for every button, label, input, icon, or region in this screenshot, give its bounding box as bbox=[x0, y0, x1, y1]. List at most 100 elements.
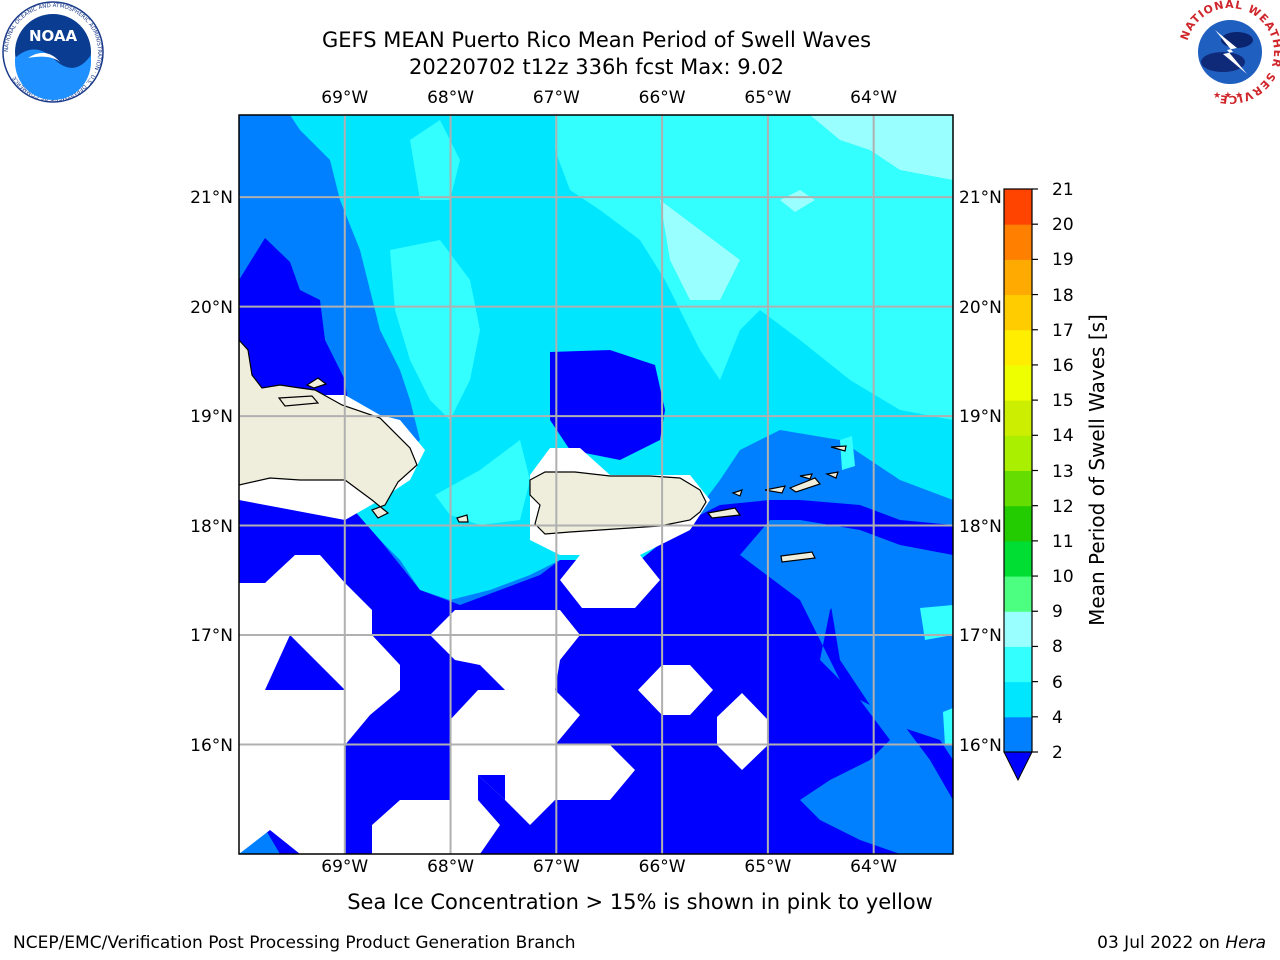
colorbar-segment bbox=[1004, 435, 1032, 471]
colorbar-segment bbox=[1004, 259, 1032, 296]
contour-6-8 bbox=[390, 240, 480, 420]
colorbar-tick-label: 21 bbox=[1052, 180, 1074, 200]
colorbar-segment bbox=[1004, 505, 1032, 542]
colorbar bbox=[1003, 188, 1038, 782]
colorbar-segment bbox=[1004, 611, 1032, 647]
colorbar-tick-label: 12 bbox=[1052, 496, 1074, 517]
colorbar-segment bbox=[1004, 646, 1032, 683]
map-frame bbox=[238, 114, 954, 855]
colorbar-tick-label: 14 bbox=[1052, 426, 1074, 447]
island bbox=[799, 473, 813, 480]
lat-label-right: 19°N bbox=[959, 407, 1002, 428]
noaa-logo-text: NOAA bbox=[29, 27, 78, 45]
island bbox=[830, 445, 847, 452]
colorbar-segment bbox=[1004, 576, 1032, 612]
contour-under-2 bbox=[550, 350, 665, 460]
colorbar-segment bbox=[1004, 224, 1032, 260]
island bbox=[780, 551, 816, 563]
footer-host: Hera bbox=[1225, 933, 1266, 953]
lat-label-right: 16°N bbox=[959, 735, 1002, 756]
chart-subtitle: 20220702 t12z 336h fcst Max: 9.02 bbox=[409, 55, 784, 79]
lat-label-left: 19°N bbox=[190, 407, 233, 428]
colorbar-tick-label: 8 bbox=[1052, 637, 1063, 658]
colorbar-segment bbox=[1004, 329, 1032, 366]
lon-label-bottom: 67°W bbox=[532, 857, 580, 877]
island bbox=[277, 395, 320, 407]
colorbar-tick-label: 10 bbox=[1052, 567, 1074, 588]
colorbar-segment bbox=[1004, 400, 1032, 436]
lat-label-right: 21°N bbox=[959, 188, 1002, 209]
footer-date-text: 03 Jul 2022 on bbox=[1097, 933, 1226, 953]
lat-label-left: 20°N bbox=[190, 297, 233, 318]
lat-label-right: 17°N bbox=[959, 626, 1002, 647]
lon-label-bottom: 69°W bbox=[321, 857, 369, 877]
contour-under-2 bbox=[239, 238, 350, 420]
colorbar-tick-label: 13 bbox=[1052, 461, 1074, 482]
contour-8-9 bbox=[660, 200, 740, 300]
gridlines bbox=[239, 115, 953, 854]
colorbar-tick-label: 17 bbox=[1052, 320, 1074, 341]
lat-label-left: 17°N bbox=[190, 626, 233, 647]
hispaniola bbox=[239, 339, 418, 519]
colorbar-tick-label: 11 bbox=[1052, 531, 1074, 552]
lat-label-left: 18°N bbox=[190, 516, 233, 537]
noaa-logo: NATIONAL OCEANIC AND ATMOSPHERIC ADMINIS… bbox=[2, 1, 104, 103]
lon-label-bottom: 68°W bbox=[427, 857, 475, 877]
colorbar-tick-label: 2 bbox=[1052, 743, 1063, 763]
nws-logo: NATIONAL WEATHER SERVICE ★ ★ ★ bbox=[1178, 0, 1280, 105]
colorbar-segment bbox=[1004, 681, 1032, 718]
contour-6-8 bbox=[435, 440, 530, 525]
lon-label-bottom: 66°W bbox=[638, 857, 686, 877]
lat-label-right: 18°N bbox=[959, 516, 1002, 537]
sea-ice-note: Sea Ice Concentration > 15% is shown in … bbox=[0, 890, 1280, 914]
island bbox=[824, 471, 839, 479]
colorbar-tick-label: 4 bbox=[1052, 707, 1063, 728]
lon-label-bottom: 65°W bbox=[744, 857, 792, 877]
contour-8-9 bbox=[780, 190, 815, 212]
colorbar-extend-min bbox=[1003, 751, 1033, 782]
contour-8-9 bbox=[810, 115, 953, 180]
colorbar-tick-label: 15 bbox=[1052, 391, 1074, 412]
sea-ice-note-text: Sea Ice Concentration > 15% is shown in … bbox=[347, 890, 933, 914]
colorbar-segment bbox=[1004, 364, 1032, 401]
contour-6-8 bbox=[555, 115, 953, 420]
lon-label-top: 66°W bbox=[638, 88, 686, 108]
island bbox=[788, 477, 822, 493]
swell-period-field bbox=[239, 115, 953, 854]
colorbar-tick-label: 20 bbox=[1052, 215, 1074, 236]
colorbar-segment bbox=[1004, 540, 1032, 577]
lon-label-top: 69°W bbox=[321, 88, 369, 108]
lon-label-top: 68°W bbox=[427, 88, 475, 108]
lon-label-top: 67°W bbox=[532, 88, 580, 108]
colorbar-tick-label: 16 bbox=[1052, 355, 1074, 376]
island bbox=[456, 514, 469, 523]
colorbar-tick-label: 18 bbox=[1052, 285, 1074, 306]
svg-text:★ ★ ★: ★ ★ ★ bbox=[1213, 91, 1243, 101]
chart-title: GEFS MEAN Puerto Rico Mean Period of Swe… bbox=[321, 28, 872, 52]
lat-label-left: 16°N bbox=[190, 735, 233, 756]
colorbar-segment bbox=[1004, 294, 1032, 331]
colorbar-tick-label: 9 bbox=[1052, 602, 1063, 623]
lon-label-bottom: 64°W bbox=[850, 857, 898, 877]
island bbox=[706, 507, 742, 519]
island bbox=[305, 377, 328, 389]
footer-branch: NCEP/EMC/Verification Post Processing Pr… bbox=[13, 933, 576, 953]
island bbox=[764, 485, 787, 494]
colorbar-segment bbox=[1004, 470, 1032, 507]
colorbar-label: Mean Period of Swell Waves [s] bbox=[1085, 314, 1109, 626]
lon-label-top: 64°W bbox=[850, 88, 898, 108]
contour-under-2 bbox=[239, 500, 953, 854]
colorbar-segment bbox=[1004, 716, 1032, 753]
island bbox=[731, 489, 743, 497]
contour-6-8 bbox=[410, 120, 460, 200]
lon-label-top: 65°W bbox=[744, 88, 792, 108]
colorbar-tick-label: 6 bbox=[1052, 672, 1063, 693]
lat-label-left: 21°N bbox=[190, 188, 233, 209]
contour-2-4 bbox=[740, 520, 953, 854]
footer-date: 03 Jul 2022 on Hera bbox=[1097, 933, 1266, 953]
lat-label-right: 20°N bbox=[959, 297, 1002, 318]
colorbar-tick-label: 19 bbox=[1052, 250, 1074, 271]
colorbar-segment bbox=[1004, 189, 1032, 225]
